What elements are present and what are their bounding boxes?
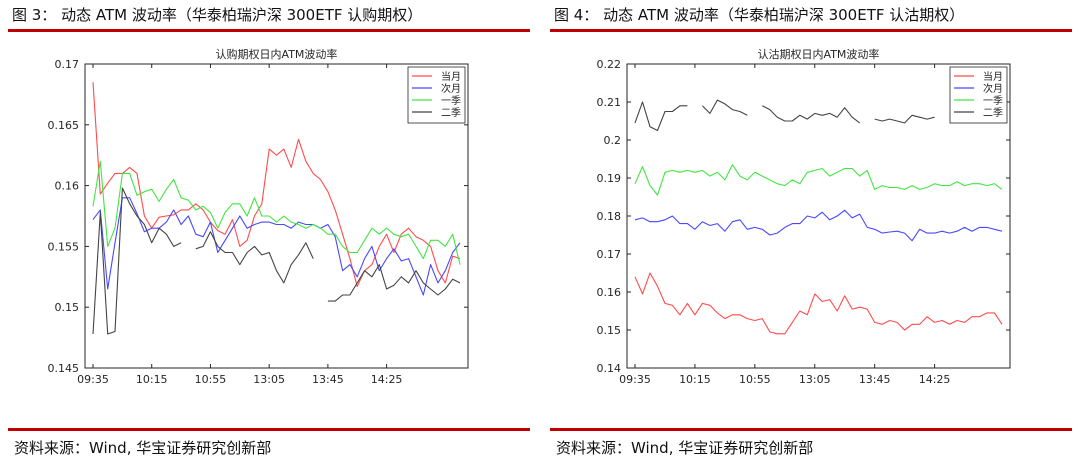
x-tick-label: 10:15 (136, 373, 168, 386)
legend-label: 当月 (441, 70, 461, 83)
source-note: 资料来源：Wind, 华宝证券研究创新部 (14, 439, 272, 457)
caption-divider (550, 29, 1072, 32)
y-tick-label: 0.21 (597, 96, 622, 109)
legend-label: 二季 (441, 107, 461, 119)
source-divider (8, 428, 530, 431)
x-tick-label: 13:05 (253, 373, 285, 386)
y-tick-label: 0.19 (597, 172, 622, 185)
y-tick-label: 0.14 (597, 362, 622, 375)
legend-label: 一季 (441, 95, 461, 107)
x-tick-label: 13:45 (859, 373, 891, 386)
caption-divider (8, 29, 530, 32)
y-tick-label: 0.165 (48, 119, 80, 132)
y-tick-label: 0.15 (597, 324, 622, 337)
legend-label: 当月 (983, 70, 1003, 83)
series-line-3 (634, 164, 1003, 196)
series-line-4 (92, 187, 461, 335)
y-tick-label: 0.18 (597, 210, 622, 223)
x-tick-label: 14:25 (919, 373, 951, 386)
x-tick-label: 10:55 (739, 373, 771, 386)
x-tick-label: 10:55 (195, 373, 227, 386)
series-line-4 (634, 99, 1003, 132)
series-line-1 (634, 272, 1003, 335)
y-tick-label: 0.16 (55, 180, 80, 193)
figure-left-panel: 图 3： 动态 ATM 波动率（华泰柏瑞沪深 300ETF 认购期权） 认购期权… (8, 0, 530, 465)
y-tick-label: 0.22 (597, 58, 622, 71)
source-note: 资料来源：Wind, 华宝证券研究创新部 (556, 439, 814, 457)
series-line-3 (92, 160, 461, 265)
series-line-2 (92, 197, 461, 296)
chart-title: 认购期权日内ATM波动率 (216, 47, 338, 61)
put-atm-volatility-chart: 认沽期权日内ATM波动率 0.14 0.15 0.16 0.17 0.18 0.19 0.2 0… (597, 47, 1011, 386)
figure-caption: 图 3： 动态 ATM 波动率（华泰柏瑞沪深 300ETF 认购期权） (12, 6, 423, 24)
x-tick-label: 13:05 (799, 373, 831, 386)
call-atm-volatility-chart: 认购期权日内ATM波动率 0.145 0.15 0.155 0.16 0.165 0.17 0… (48, 47, 469, 386)
y-tick-label: 0.17 (55, 58, 80, 71)
y-tick-label: 0.155 (48, 240, 80, 253)
x-tick-label: 09:35 (77, 373, 109, 386)
y-tick-label: 0.16 (597, 286, 622, 299)
x-tick-label: 10:15 (679, 373, 711, 386)
figure-right-panel: 图 4： 动态 ATM 波动率（华泰柏瑞沪深 300ETF 认沽期权） 认沽期权… (550, 0, 1072, 465)
legend-label: 二季 (983, 107, 1003, 119)
x-tick-label: 13:45 (312, 373, 344, 386)
legend-label: 次月 (441, 82, 461, 95)
y-tick-label: 0.15 (55, 301, 80, 314)
source-divider (550, 428, 1072, 431)
chart-title: 认沽期权日内ATM波动率 (758, 47, 880, 61)
y-tick-label: 0.2 (604, 134, 622, 147)
x-tick-label: 09:35 (619, 373, 651, 386)
figure-caption: 图 4： 动态 ATM 波动率（华泰柏瑞沪深 300ETF 认沽期权） (554, 6, 965, 24)
series-line-2 (634, 209, 1003, 242)
plot-area (84, 63, 469, 369)
y-tick-label: 0.17 (597, 248, 622, 261)
legend-label: 次月 (983, 82, 1003, 95)
x-tick-label: 14:25 (371, 373, 403, 386)
series-line-1 (92, 82, 461, 288)
legend-label: 一季 (983, 95, 1003, 107)
y-tick-label: 0.145 (48, 362, 80, 375)
